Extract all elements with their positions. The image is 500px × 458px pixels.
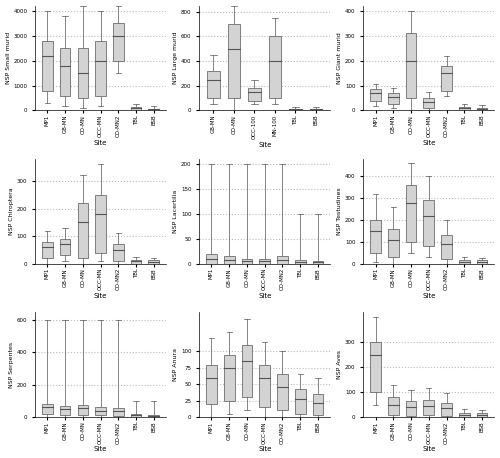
Bar: [148, 261, 159, 264]
Bar: [441, 403, 452, 416]
Bar: [406, 401, 416, 416]
Bar: [60, 239, 70, 256]
Bar: [310, 109, 322, 110]
X-axis label: Site: Site: [258, 447, 272, 453]
Bar: [206, 254, 217, 264]
Bar: [424, 200, 434, 246]
Bar: [476, 261, 488, 264]
Bar: [476, 108, 488, 110]
Bar: [459, 413, 469, 417]
Bar: [42, 242, 52, 258]
Y-axis label: NSP Small murid: NSP Small murid: [6, 32, 10, 84]
Bar: [260, 365, 270, 407]
Y-axis label: NSP Lacertilia: NSP Lacertilia: [173, 190, 178, 233]
Bar: [269, 37, 281, 98]
Y-axis label: NSP Giant murid: NSP Giant murid: [338, 32, 342, 84]
Bar: [60, 48, 70, 96]
X-axis label: Site: Site: [258, 293, 272, 299]
Bar: [290, 109, 302, 110]
Bar: [476, 413, 488, 417]
Bar: [113, 245, 124, 261]
Bar: [370, 220, 381, 253]
X-axis label: Site: Site: [422, 140, 436, 146]
Bar: [459, 260, 469, 264]
Bar: [42, 404, 52, 414]
Bar: [459, 107, 469, 110]
Bar: [96, 41, 106, 96]
Y-axis label: NSP Serpentes: NSP Serpentes: [9, 342, 14, 387]
Bar: [424, 98, 434, 108]
X-axis label: Site: Site: [94, 140, 108, 146]
Bar: [406, 33, 416, 98]
X-axis label: Site: Site: [94, 293, 108, 299]
Bar: [441, 65, 452, 91]
Bar: [242, 345, 252, 398]
Bar: [277, 256, 288, 264]
Bar: [78, 203, 88, 258]
Bar: [248, 88, 260, 101]
Bar: [96, 407, 106, 415]
Bar: [96, 195, 106, 253]
Bar: [312, 394, 323, 415]
X-axis label: Site: Site: [258, 142, 272, 147]
Bar: [148, 414, 159, 417]
Bar: [113, 23, 124, 60]
Bar: [424, 399, 434, 414]
Y-axis label: NSP Aves: NSP Aves: [338, 350, 342, 379]
Bar: [406, 185, 416, 242]
Bar: [388, 397, 398, 414]
Bar: [130, 414, 141, 417]
Bar: [277, 374, 288, 410]
Bar: [228, 24, 240, 98]
Bar: [130, 107, 141, 110]
Bar: [208, 71, 220, 98]
Bar: [130, 260, 141, 264]
Bar: [370, 89, 381, 100]
Bar: [113, 408, 124, 416]
X-axis label: Site: Site: [94, 447, 108, 453]
Y-axis label: NSP Testudines: NSP Testudines: [338, 187, 342, 235]
Bar: [148, 109, 159, 110]
Bar: [388, 93, 398, 104]
Bar: [370, 342, 381, 392]
Bar: [260, 259, 270, 264]
Bar: [388, 229, 398, 257]
X-axis label: Site: Site: [422, 447, 436, 453]
X-axis label: Site: Site: [422, 293, 436, 299]
Bar: [295, 260, 306, 264]
Bar: [224, 256, 234, 264]
Bar: [78, 48, 88, 98]
Bar: [206, 365, 217, 404]
Bar: [78, 405, 88, 414]
Bar: [312, 261, 323, 264]
Bar: [60, 406, 70, 415]
Bar: [242, 259, 252, 264]
Bar: [295, 389, 306, 414]
Bar: [224, 354, 234, 401]
Y-axis label: NSP Anura: NSP Anura: [173, 348, 178, 381]
Y-axis label: NSP Large murid: NSP Large murid: [173, 32, 178, 84]
Y-axis label: NSP Chiroptera: NSP Chiroptera: [9, 187, 14, 235]
Bar: [441, 235, 452, 259]
Bar: [42, 41, 52, 91]
